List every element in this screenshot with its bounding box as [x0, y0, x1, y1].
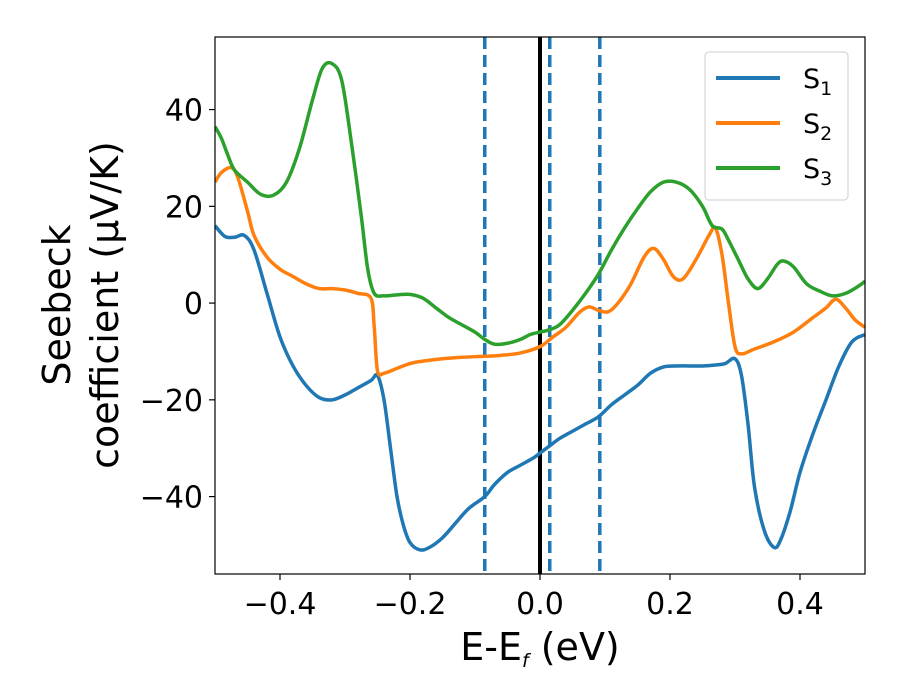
x-axis-label-base: E-E	[460, 625, 522, 669]
x-axis: −0.4 −0.2 0.0 0.2 0.4	[244, 574, 824, 622]
series-line-s2	[215, 165, 865, 377]
y-axis-label-line2: coefficient (μV/K)	[83, 141, 127, 469]
series-lines	[215, 60, 865, 552]
y-tick-label: 20	[165, 190, 203, 225]
legend-label-s2: S2	[803, 109, 832, 145]
x-tick-label: 0.2	[646, 587, 694, 622]
y-axis-label-line1: Seebeck	[35, 224, 79, 385]
y-tick-label: −40	[140, 481, 203, 516]
y-axis: −40 −20 0 20 40	[140, 94, 215, 516]
y-tick-label: 0	[184, 287, 203, 322]
x-axis-label: E-Ef (eV)	[460, 625, 620, 672]
legend: S1 S2 S3	[704, 51, 849, 201]
x-axis-label-subscript: f	[522, 650, 532, 672]
x-tick-label: −0.4	[244, 587, 317, 622]
reference-lines	[483, 37, 602, 574]
legend-label-s1: S1	[803, 64, 832, 100]
x-tick-label: 0.0	[516, 587, 564, 622]
y-axis-label: Seebeck coefficient (μV/K)	[35, 141, 127, 469]
x-tick-label: −0.2	[374, 587, 447, 622]
plot-area	[215, 37, 865, 574]
y-tick-label: 40	[165, 94, 203, 129]
x-axis-label-unit: (eV)	[529, 625, 620, 669]
legend-entries: S1 S2 S3	[716, 64, 832, 190]
x-tick-label: 0.4	[776, 587, 824, 622]
series-line-s1	[215, 224, 865, 552]
y-tick-label: −20	[140, 384, 203, 419]
legend-box	[704, 51, 849, 201]
series-line-s3	[215, 60, 865, 347]
legend-label-s3: S3	[803, 154, 832, 190]
